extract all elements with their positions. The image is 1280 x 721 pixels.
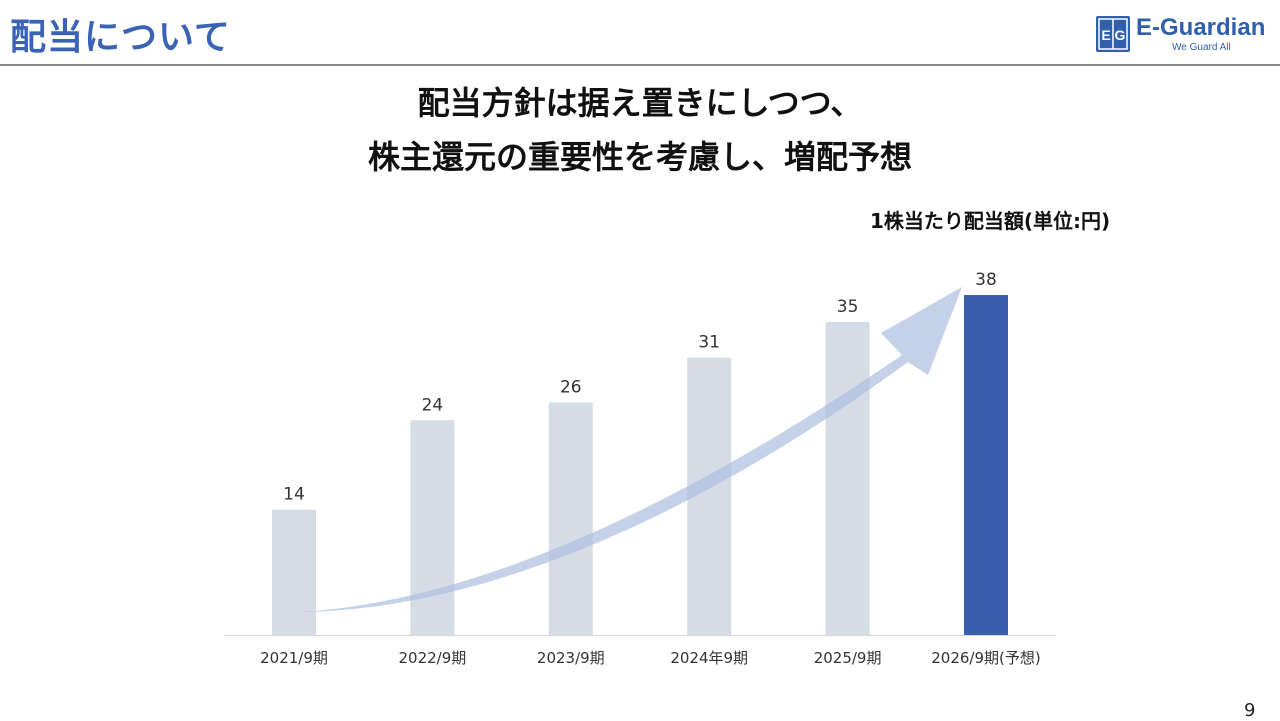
- value-label-2023/9期: 26: [560, 377, 582, 397]
- bar-2021/9期: [272, 509, 316, 635]
- header-divider: [0, 64, 1280, 66]
- bar-2022/9期: [410, 420, 455, 635]
- logo-tagline: We Guard All: [1172, 42, 1231, 53]
- svg-text:E: E: [1101, 27, 1110, 43]
- bar-2023/9期: [548, 402, 593, 635]
- value-label-2024年9期: 31: [698, 333, 720, 353]
- svg-text:G: G: [1115, 27, 1126, 43]
- value-label-2022/9期: 24: [422, 395, 444, 415]
- value-label-2021/9期: 14: [283, 485, 305, 505]
- chart-unit-label: 1株当たり配当額(単位:円): [870, 209, 1111, 233]
- value-label-2025/9期: 35: [837, 297, 859, 317]
- page-number: 9: [1244, 700, 1256, 721]
- tick-label-2021/9期: 2021/9期: [260, 649, 328, 667]
- value-label-2026/9期(予想): 38: [975, 270, 997, 290]
- page-title: 配当について: [10, 17, 231, 58]
- labels-layer: 14 2021/9期 24 2022/9期 26 2023/9期 31 2024年9期 35 20…: [260, 270, 1041, 667]
- tick-label-2022/9期: 2022/9期: [399, 649, 467, 667]
- bar-2026/9期(予想): [964, 295, 1008, 635]
- logo-name: E-Guardian: [1136, 14, 1266, 41]
- bars-layer: [224, 295, 1056, 637]
- company-logo: E G E-Guardian We Guard All: [1096, 12, 1271, 58]
- tick-label-2023/9期: 2023/9期: [537, 649, 605, 667]
- tick-label-2025/9期: 2025/9期: [814, 649, 882, 667]
- bar-2025/9期: [825, 321, 870, 635]
- tick-label-2026/9期(予想): 2026/9期(予想): [931, 649, 1040, 667]
- headline-line-1: 配当方針は据え置きにしつつ、: [417, 84, 863, 122]
- tick-label-2024年9期: 2024年9期: [670, 649, 748, 667]
- headline-line-2: 株主還元の重要性を考慮し、増配予想: [367, 138, 912, 176]
- logo-mark-icon: E G: [1096, 16, 1130, 52]
